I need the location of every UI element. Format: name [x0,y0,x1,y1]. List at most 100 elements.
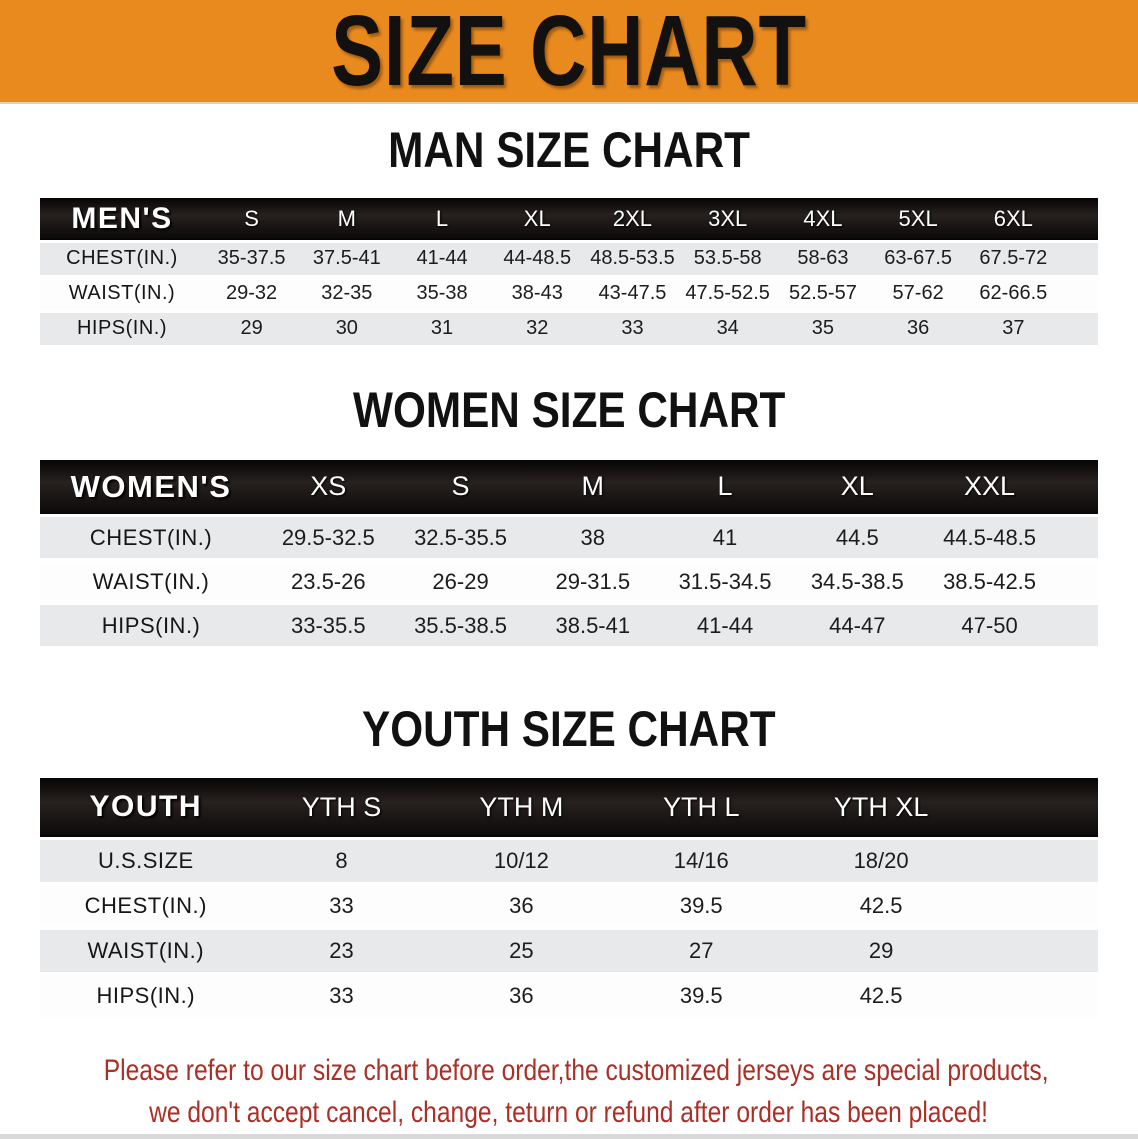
size-value-cell: 29-32 [226,282,278,304]
table-row: HIPS(IN.) 33 36 39.5 42.5 [40,973,1098,1018]
row-spacer [1056,604,1098,648]
size-value-cell: 29 [240,317,263,339]
table-header-label: YOUTH [89,790,203,824]
size-column-header: M [337,205,356,231]
size-value-cell: 29-31.5 [555,568,631,594]
size-value-cell: 30 [335,317,358,339]
table-row: WAIST(IN.) 23.5-26 26-29 29-31.5 31.5-34.5 34… [40,559,1098,604]
size-column-header: 6XL [993,205,1033,231]
size-value-cell: 41 [712,524,738,550]
size-value-cell: 38 [580,524,606,550]
size-value-cell: 36 [509,892,534,918]
size-value-cell: 47.5-52.5 [685,282,770,304]
size-value-cell: 36 [509,982,534,1008]
row-spacer [1061,276,1098,311]
size-value-cell: 53.5-58 [693,247,762,269]
size-value-cell: 39.5 [679,982,723,1008]
size-value-cell: 44.5 [835,524,879,550]
size-value-cell: 47-50 [961,612,1018,638]
row-spacer [1056,560,1098,604]
size-value-cell: 44-47 [829,612,886,638]
row-spacer [971,928,1098,973]
youth-size-table: YOUTH YTH S YTH M YTH L YTH XL U.S.SIZE 8 10/12… [40,778,1098,1020]
disclaimer-row: we don't accept cancel, change, teturn o… [0,1092,1138,1134]
size-column-header: S [451,471,470,502]
size-value-cell: 44.5-48.5 [943,524,1037,550]
size-column-header: L [717,471,733,502]
size-value-cell: 32-35 [321,282,373,304]
size-value-cell: 39.5 [679,892,723,918]
table-row: U.S.SIZE 8 10/12 14/16 18/20 [40,838,1098,883]
table-header-label: MEN'S [71,201,173,235]
size-value-cell: 18/20 [853,847,909,873]
size-column-header: S [244,205,259,231]
size-value-cell: 25 [509,937,534,963]
row-spacer [971,838,1098,883]
row-spacer [1056,516,1098,560]
size-column-header: 5XL [898,205,938,231]
size-column-header: XXL [964,471,1016,502]
size-table-header-row: MEN'S S M L XL 2XL 3XL 4XL 5XL 6XL [40,198,1098,241]
size-column-header: YTH XL [833,791,929,822]
size-value-cell: 32 [526,317,549,339]
size-table-header-row: WOMEN'S XS S M L XL XXL [40,459,1098,516]
row-label: WAIST(IN.) [87,937,205,963]
size-column-header: L [435,205,449,231]
size-value-cell: 29.5-32.5 [281,524,375,550]
size-column-header: 3XL [708,205,748,231]
size-value-cell: 23.5-26 [290,568,366,594]
table-row: WAIST(IN.) 23 25 27 29 [40,928,1098,973]
size-value-cell: 27 [689,937,714,963]
row-label: CHEST(IN.) [84,892,207,918]
size-value-cell: 36 [907,317,930,339]
size-value-cell: 31.5-34.5 [678,568,772,594]
size-column-header: XL [840,471,874,502]
size-column-header: XS [310,471,347,502]
row-spacer [971,973,1098,1018]
row-label: WAIST(IN.) [92,568,210,594]
size-value-cell: 23 [329,937,354,963]
size-value-cell: 14/16 [673,847,729,873]
size-value-cell: 31 [430,317,454,339]
size-value-cell: 41-44 [416,247,468,269]
size-column-header: 2XL [612,205,653,231]
row-spacer [971,883,1098,928]
size-value-cell: 58-63 [797,247,849,269]
size-column-header: 4XL [803,205,843,231]
row-label: HIPS(IN.) [101,612,201,638]
size-value-cell: 63-67.5 [884,247,953,269]
disclaimer-row: Please refer to our size chart before or… [0,1050,1138,1092]
size-value-cell: 43-47.5 [598,282,667,304]
disclaimer: Please refer to our size chart before or… [0,1050,1138,1134]
size-value-cell: 33 [621,317,644,339]
size-value-cell: 38.5-41 [555,612,631,638]
size-value-cell: 34.5-38.5 [810,568,904,594]
size-column-header: M [581,471,605,502]
size-column-header: YTH S [301,791,382,822]
header-spacer [1056,460,1098,516]
size-value-cell: 52.5-57 [788,282,857,304]
size-value-cell: 62-66.5 [979,282,1048,304]
bottom-divider [0,1133,1138,1139]
size-value-cell: 35-37.5 [217,247,286,269]
header-spacer [1061,198,1098,241]
row-label: HIPS(IN.) [76,317,168,339]
size-value-cell: 57-62 [892,282,944,304]
table-row: WAIST(IN.) 29-32 32-35 35-38 38-43 43-47.5 47.… [40,276,1098,311]
size-value-cell: 33 [329,892,354,918]
size-value-cell: 67.5-72 [979,247,1048,269]
size-column-header: YTH M [479,791,564,822]
size-value-cell: 37.5-41 [312,247,381,269]
table-row: HIPS(IN.) 33-35.5 35.5-38.5 38.5-41 41-44 44-… [40,603,1098,648]
men-size-table: MEN'S S M L XL 2XL 3XL 4XL 5XL 6XL CHEST(IN.) 35-37… [40,198,1098,348]
size-value-cell: 48.5-53.5 [590,247,675,269]
youth-size-chart-title: YOUTH SIZE CHART [0,703,1138,754]
row-label: CHEST(IN.) [89,524,213,550]
page-title: SIZE CHART [331,0,807,107]
row-label: CHEST(IN.) [66,247,178,269]
size-value-cell: 41-44 [696,612,754,638]
man-size-chart-title: MAN SIZE CHART [0,124,1138,175]
table-row: CHEST(IN.) 29.5-32.5 32.5-35.5 38 41 44.5 44.5… [40,515,1098,560]
size-value-cell: 37 [1002,317,1025,339]
banner: SIZE CHART [0,0,1138,104]
